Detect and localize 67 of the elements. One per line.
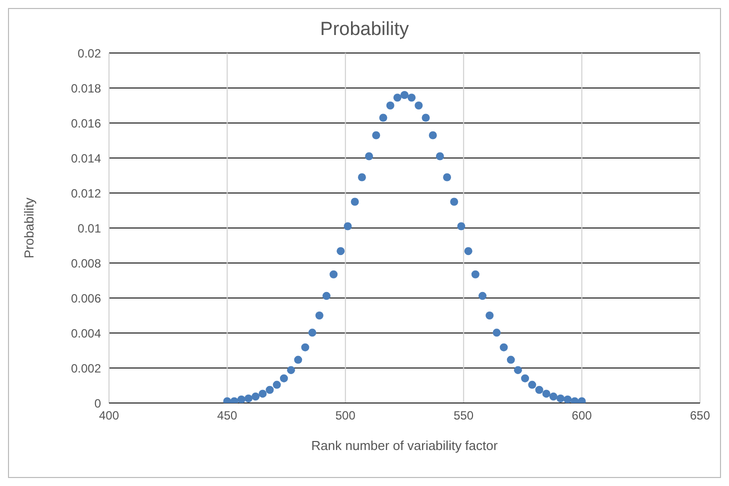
point: [506, 356, 515, 364]
x-axis-title: Rank number of variability factor: [311, 438, 498, 454]
x-tick-label: 550: [454, 408, 474, 423]
point: [294, 356, 302, 364]
point: [308, 328, 316, 337]
point: [315, 312, 324, 320]
point: [408, 94, 416, 102]
y-tick-label: 0.018: [70, 81, 102, 96]
point: [272, 380, 281, 389]
point: [322, 292, 330, 300]
point: [301, 343, 310, 352]
point: [379, 114, 388, 122]
point: [464, 247, 472, 256]
y-tick-label: 0.016: [70, 116, 102, 130]
y-tick-label: 0.006: [70, 291, 102, 306]
point: [450, 198, 458, 206]
point: [457, 222, 466, 230]
point: [542, 390, 550, 398]
point: [252, 392, 260, 401]
y-tick-label: 0: [94, 396, 102, 410]
point: [280, 374, 288, 382]
y-tick-label: 0.014: [70, 151, 102, 166]
point: [336, 247, 345, 256]
point: [471, 270, 480, 278]
point: [350, 198, 359, 206]
x-tick-label: 650: [690, 408, 710, 423]
x-tick-label: 400: [98, 408, 120, 423]
point: [500, 343, 508, 352]
point: [344, 222, 352, 230]
point: [514, 366, 522, 374]
point: [486, 312, 494, 320]
y-tick-label: 0.008: [70, 256, 102, 270]
point: [237, 396, 246, 403]
point: [358, 173, 366, 182]
point: [258, 390, 267, 398]
point: [478, 292, 487, 300]
point: [400, 91, 408, 99]
point: [365, 152, 374, 160]
y-tick-label: 0.01: [78, 221, 102, 236]
point: [443, 173, 452, 182]
point: [564, 396, 572, 403]
x-tick-label: 500: [335, 408, 356, 423]
point: [414, 102, 423, 110]
point: [521, 374, 530, 382]
point: [393, 94, 402, 102]
point: [528, 380, 536, 389]
x-tick-label: 450: [217, 408, 238, 423]
point: [549, 392, 558, 401]
point: [244, 394, 252, 402]
y-tick-label: 0.002: [70, 361, 102, 376]
point: [428, 131, 437, 140]
point: [386, 102, 394, 110]
point: [266, 386, 274, 394]
chart-title: Probability: [319, 19, 410, 42]
point: [535, 386, 544, 394]
point: [287, 366, 296, 374]
y-tick-label: 0.012: [70, 186, 102, 200]
point: [372, 131, 380, 140]
y-tick-label: 0.004: [70, 326, 102, 340]
point: [330, 270, 338, 278]
y-tick-label: 0.02: [78, 46, 102, 60]
x-tick-label: 600: [572, 408, 592, 423]
point: [436, 152, 444, 160]
point: [422, 114, 430, 122]
point: [492, 328, 501, 337]
y-axis-title: Probability: [22, 197, 37, 258]
point: [556, 394, 565, 402]
